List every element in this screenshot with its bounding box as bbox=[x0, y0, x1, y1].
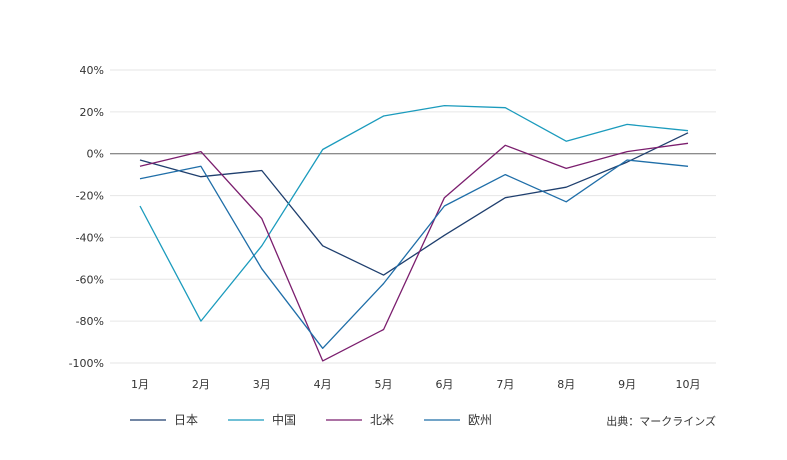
x-tick-label: 1月 bbox=[131, 378, 149, 391]
y-tick-label: -100% bbox=[69, 357, 104, 370]
legend-item-1: 中国 bbox=[228, 412, 296, 427]
legend-item-3: 欧州 bbox=[424, 413, 492, 427]
x-tick-label: 10月 bbox=[676, 378, 701, 391]
gridlines bbox=[110, 69, 716, 364]
legend: 日本 中国 北米 欧州 bbox=[130, 412, 492, 427]
legend-label: 北米 bbox=[370, 413, 394, 427]
y-tick-label: -40% bbox=[76, 231, 104, 244]
legend-label: 中国 bbox=[272, 412, 296, 427]
series-line-1 bbox=[139, 104, 689, 322]
x-tick-label: 7月 bbox=[496, 378, 514, 391]
x-tick-label: 2月 bbox=[192, 378, 210, 391]
series-line-0 bbox=[139, 132, 689, 276]
source-note: 出典：マークラインズ bbox=[606, 414, 716, 428]
legend-label: 欧州 bbox=[468, 413, 492, 427]
x-tick-label: 9月 bbox=[618, 378, 636, 391]
y-tick-label: -20% bbox=[76, 190, 104, 203]
x-tick-label: 5月 bbox=[375, 378, 393, 391]
y-tick-label: -60% bbox=[76, 273, 104, 286]
y-axis-ticks: 40% 20% 0% -20% -40% -60% -80% -100% bbox=[69, 64, 104, 370]
y-tick-label: -80% bbox=[76, 315, 104, 328]
series-line-2 bbox=[139, 142, 689, 362]
series-lines bbox=[139, 104, 689, 362]
legend-item-0: 日本 bbox=[130, 413, 198, 427]
x-tick-label: 4月 bbox=[314, 378, 332, 391]
x-tick-label: 3月 bbox=[253, 378, 271, 391]
x-tick-label: 8月 bbox=[557, 378, 575, 391]
x-tick-label: 6月 bbox=[435, 378, 453, 391]
y-tick-label: 20% bbox=[80, 106, 104, 119]
legend-item-2: 北米 bbox=[326, 413, 394, 427]
series-line-3 bbox=[139, 159, 689, 349]
x-axis-ticks: 1月 2月 3月 4月 5月 6月 7月 8月 9月 10月 bbox=[131, 378, 701, 391]
y-tick-label: 40% bbox=[80, 64, 104, 77]
y-tick-label: 0% bbox=[87, 148, 104, 161]
legend-label: 日本 bbox=[174, 413, 198, 427]
